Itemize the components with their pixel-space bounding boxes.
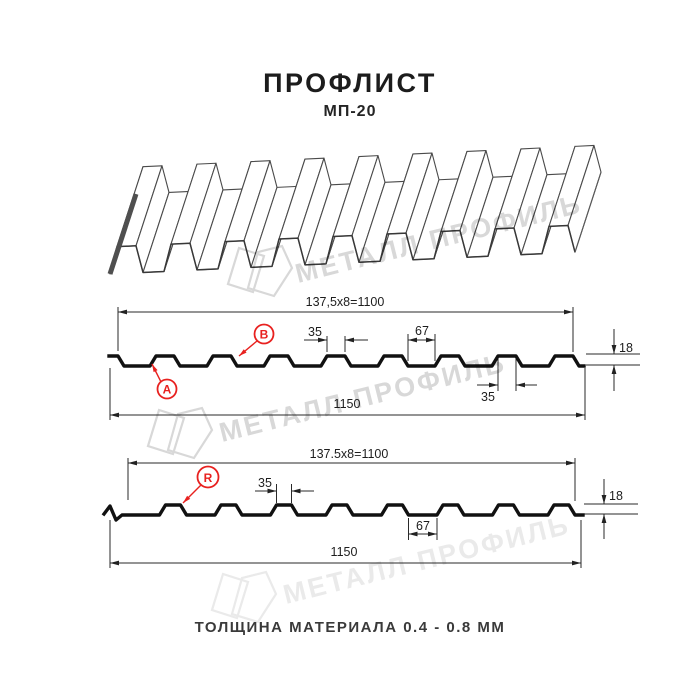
dim-18-2: 18	[609, 489, 623, 503]
label-r-circle	[196, 465, 220, 489]
watermark-3: МЕТАЛЛ ПРОФИЛЬ	[210, 509, 573, 624]
brand-logo-icon	[210, 570, 278, 624]
dim-67-1: 67	[415, 324, 429, 338]
dim-35-bottom-1: 35	[481, 390, 495, 404]
dimension-lines-2	[109, 458, 638, 568]
callout-labels-2: R	[182, 465, 220, 504]
dim-18-1: 18	[619, 341, 633, 355]
label-r: R	[204, 471, 213, 485]
label-b-circle	[253, 323, 275, 345]
label-b: B	[260, 328, 269, 342]
material-thickness-note: ТОЛЩИНА МАТЕРИАЛА 0.4 - 0.8 ММ	[194, 619, 506, 636]
cross-section-diagram-1: 137,5x8=1100 35 67 35 18 1150 A B	[107, 295, 640, 420]
dim-pitch-2: 137.5x8=1100	[310, 447, 389, 461]
dim-1150-2: 1150	[331, 545, 358, 559]
dim-pitch-1: 137,5x8=1100	[306, 295, 385, 309]
page-title: ПРОФЛИСТ	[263, 68, 437, 98]
watermark-text-2: МЕТАЛЛ ПРОФИЛЬ	[216, 347, 509, 447]
dim-35-2: 35	[258, 476, 272, 490]
sheet-3d-drawing	[107, 144, 602, 275]
dim-1150-1: 1150	[334, 397, 361, 411]
dim-35-top-1: 35	[308, 325, 322, 339]
dim-67-2: 67	[416, 519, 430, 533]
label-a-circle	[156, 378, 178, 400]
callout-labels-1: A B	[151, 323, 275, 400]
brand-logo-icon	[226, 244, 294, 298]
cross-section-diagram-2: 137.5x8=1100 35 67 18 1150 R	[101, 447, 638, 568]
profile-model-name: МП-20	[323, 103, 377, 120]
brand-logo-icon	[146, 406, 214, 460]
profile-outline-1	[107, 354, 586, 368]
dimension-lines-1	[109, 307, 640, 420]
label-a: A	[163, 383, 172, 397]
watermark-2: МЕТАЛЛ ПРОФИЛЬ	[146, 347, 509, 460]
profile-outline-2	[101, 503, 585, 522]
